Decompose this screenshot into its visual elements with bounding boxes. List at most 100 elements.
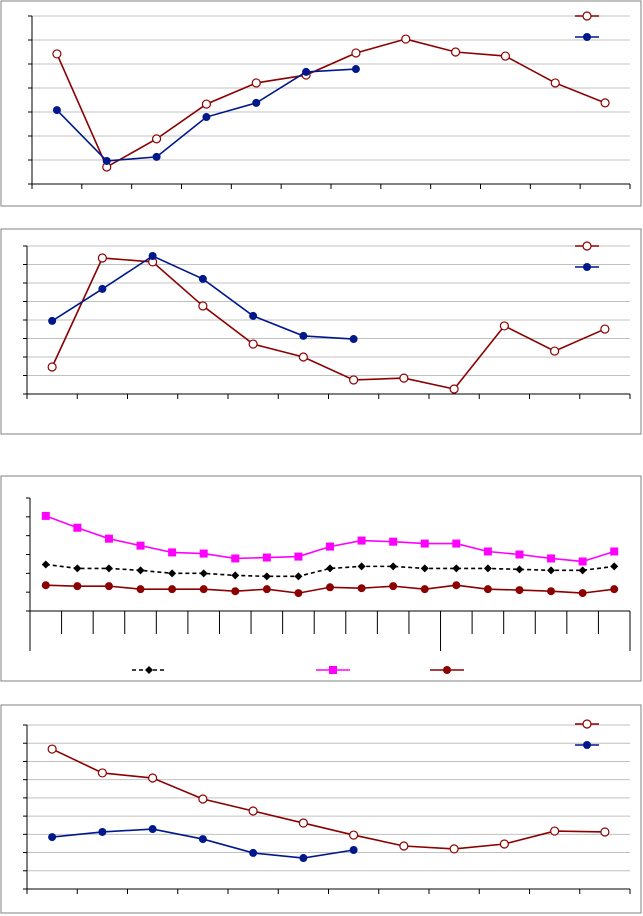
point <box>249 311 258 320</box>
point <box>248 806 258 816</box>
point <box>550 78 560 88</box>
legend-marker <box>583 263 591 271</box>
point <box>357 536 366 545</box>
point <box>547 587 556 596</box>
point <box>515 565 524 574</box>
point <box>600 98 610 108</box>
point <box>515 586 524 595</box>
point <box>578 557 587 566</box>
point <box>104 582 113 591</box>
legend-marker <box>145 666 153 674</box>
point <box>389 537 398 546</box>
point <box>298 818 308 828</box>
point <box>499 321 509 331</box>
point <box>294 552 303 561</box>
point <box>449 844 459 854</box>
point <box>198 835 207 844</box>
point <box>73 582 82 591</box>
point <box>578 589 587 598</box>
point <box>249 848 258 857</box>
point <box>52 106 61 115</box>
point <box>483 547 492 556</box>
point <box>483 585 492 594</box>
point <box>389 582 398 591</box>
point <box>349 335 358 344</box>
point <box>452 564 461 573</box>
point <box>326 564 334 573</box>
legend-marker <box>329 666 337 674</box>
point <box>294 589 303 598</box>
point <box>547 566 556 575</box>
point <box>41 511 50 520</box>
point <box>357 562 366 571</box>
point <box>420 564 429 573</box>
point <box>104 564 113 573</box>
point <box>610 585 619 594</box>
point <box>151 134 162 144</box>
point <box>231 554 240 563</box>
point <box>302 67 311 76</box>
point <box>98 827 107 836</box>
point <box>97 768 107 778</box>
point <box>500 51 511 61</box>
point <box>610 562 619 571</box>
point <box>351 65 360 74</box>
point <box>231 571 240 580</box>
point <box>420 539 429 548</box>
point <box>201 99 212 109</box>
point <box>152 152 161 161</box>
point <box>389 562 398 571</box>
point <box>357 584 366 593</box>
point <box>198 794 208 804</box>
point <box>349 830 359 840</box>
point <box>610 547 619 556</box>
point <box>198 274 207 283</box>
legend-marker <box>443 666 451 674</box>
legend-marker <box>583 33 591 41</box>
point <box>499 839 509 849</box>
point <box>349 846 358 855</box>
point <box>168 548 177 557</box>
point <box>202 113 211 122</box>
point <box>199 585 208 594</box>
legend-marker <box>582 719 592 729</box>
point <box>47 362 57 372</box>
point <box>483 564 492 573</box>
chart-frame <box>0 228 642 435</box>
point <box>251 78 261 88</box>
point <box>299 331 308 340</box>
point <box>452 581 461 590</box>
point <box>148 825 157 834</box>
point <box>399 841 409 851</box>
point <box>298 352 308 362</box>
point <box>98 284 107 293</box>
point <box>449 384 459 394</box>
series-line <box>51 748 605 850</box>
point <box>199 549 208 558</box>
point <box>550 826 560 836</box>
point <box>248 339 258 349</box>
legend-marker <box>582 241 592 251</box>
point <box>399 373 409 383</box>
legend-marker <box>583 741 591 749</box>
chart-frame <box>0 475 642 682</box>
point <box>299 854 308 863</box>
point <box>73 523 82 532</box>
point <box>452 539 461 548</box>
series-line <box>56 38 606 169</box>
point <box>47 744 57 754</box>
point <box>41 560 50 569</box>
point <box>600 827 610 837</box>
chart-frame <box>0 704 642 914</box>
point <box>104 534 113 543</box>
point <box>578 566 587 575</box>
point <box>262 553 271 562</box>
point <box>198 301 208 311</box>
point <box>168 585 177 594</box>
point <box>48 833 57 842</box>
point <box>41 581 50 590</box>
point <box>252 98 261 107</box>
point <box>450 47 461 57</box>
point <box>600 324 610 334</box>
